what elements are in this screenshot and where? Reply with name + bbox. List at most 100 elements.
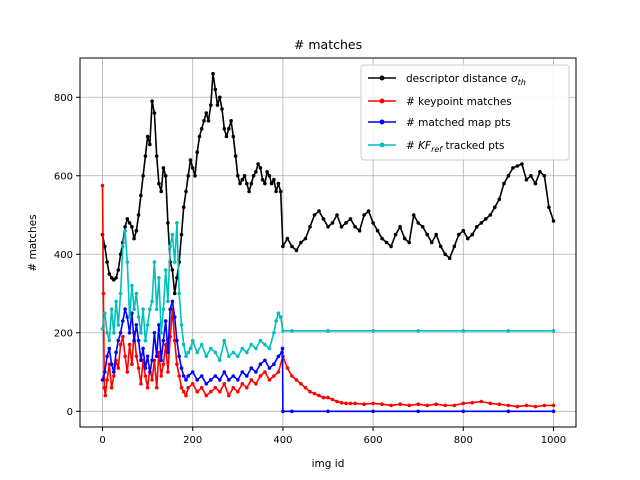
data-point — [272, 362, 276, 367]
data-point — [121, 319, 125, 323]
data-point — [118, 291, 123, 296]
data-point — [249, 181, 254, 186]
y-axis-ticks: 0 200 400 600 800 — [54, 93, 80, 418]
data-point — [166, 221, 170, 225]
data-point — [103, 370, 107, 374]
data-point — [245, 350, 249, 355]
data-point — [199, 126, 204, 131]
data-point — [161, 362, 166, 367]
data-point — [335, 213, 339, 217]
data-point — [330, 221, 335, 225]
data-point — [280, 346, 285, 351]
data-point — [161, 338, 166, 343]
data-point — [130, 362, 134, 367]
legend-label-keypoint-matches: # keypoint matches — [406, 96, 512, 108]
data-point — [479, 221, 484, 225]
data-point — [143, 154, 148, 158]
data-point — [204, 111, 209, 115]
data-point — [116, 366, 121, 370]
data-point — [294, 248, 299, 253]
data-point — [278, 315, 283, 319]
data-point — [251, 174, 256, 178]
data-point — [101, 291, 106, 296]
legend-label-sigma-sub: th — [518, 78, 526, 87]
data-point — [227, 393, 231, 398]
x-tick-label: 200 — [183, 435, 202, 446]
legend-marker-matched-map-pts — [379, 119, 385, 125]
data-point — [398, 225, 402, 229]
data-point — [213, 350, 218, 355]
legend-label-kf-sub: ref — [431, 145, 443, 154]
data-point — [163, 319, 168, 323]
data-point — [145, 323, 150, 327]
data-point — [218, 378, 222, 382]
data-point — [181, 342, 186, 347]
y-tick-label: 200 — [54, 328, 73, 339]
data-point — [175, 338, 179, 343]
data-point — [389, 403, 393, 408]
data-point — [263, 358, 267, 363]
data-point — [141, 307, 145, 312]
data-point — [502, 181, 506, 186]
data-point — [272, 374, 276, 378]
data-point — [281, 409, 285, 414]
data-point — [184, 393, 188, 398]
data-point — [116, 338, 121, 343]
series-1 — [100, 183, 556, 409]
data-point — [447, 256, 452, 261]
data-point — [254, 346, 258, 351]
x-tick-label: 0 — [99, 435, 105, 446]
data-point — [551, 403, 556, 408]
data-point — [177, 291, 181, 296]
data-point — [371, 401, 375, 406]
data-point — [222, 370, 227, 374]
x-axis-ticks: 0 200 400 600 800 1000 — [99, 427, 566, 446]
data-point — [260, 177, 265, 182]
data-point — [461, 329, 466, 333]
data-point — [276, 311, 281, 316]
data-point — [102, 385, 107, 390]
data-point — [242, 174, 247, 178]
data-point — [236, 378, 240, 382]
y-tick-label: 400 — [54, 250, 73, 261]
data-point — [204, 354, 209, 359]
data-point — [227, 354, 231, 359]
data-point — [457, 232, 461, 237]
data-point — [112, 331, 116, 335]
data-point — [506, 403, 511, 408]
y-axis-label: # matches — [27, 214, 39, 271]
data-point — [321, 395, 326, 400]
data-point — [380, 402, 384, 407]
x-tick-label: 600 — [364, 435, 383, 446]
legend-marker-kfref-tracked-pts — [379, 142, 385, 148]
data-point — [551, 219, 556, 223]
data-point — [249, 378, 254, 382]
data-point — [125, 370, 130, 374]
data-point — [103, 311, 107, 316]
legend-label-descriptor-distance: descriptor distance σth — [406, 73, 526, 87]
data-point — [145, 354, 150, 359]
data-point — [497, 197, 502, 202]
data-point — [229, 119, 233, 123]
data-point — [299, 382, 303, 386]
data-point — [100, 183, 105, 188]
data-point — [443, 252, 448, 257]
data-point — [493, 205, 497, 209]
data-point — [143, 338, 148, 343]
data-point — [179, 366, 184, 370]
data-point — [175, 362, 179, 367]
legend-label-matched-map-pts: # matched map pts — [406, 117, 511, 129]
data-point — [470, 232, 475, 237]
data-point — [438, 244, 443, 249]
data-point — [172, 291, 177, 296]
legend-entry-keypoint-matches: # keypoint matches — [368, 96, 512, 108]
data-series — [100, 71, 556, 414]
data-point — [254, 370, 258, 374]
x-tick-label: 1000 — [541, 435, 566, 446]
data-point — [127, 331, 132, 335]
data-point — [285, 236, 290, 241]
data-point — [181, 374, 186, 378]
data-point — [511, 166, 515, 170]
data-point — [121, 244, 125, 249]
data-point — [186, 174, 190, 178]
